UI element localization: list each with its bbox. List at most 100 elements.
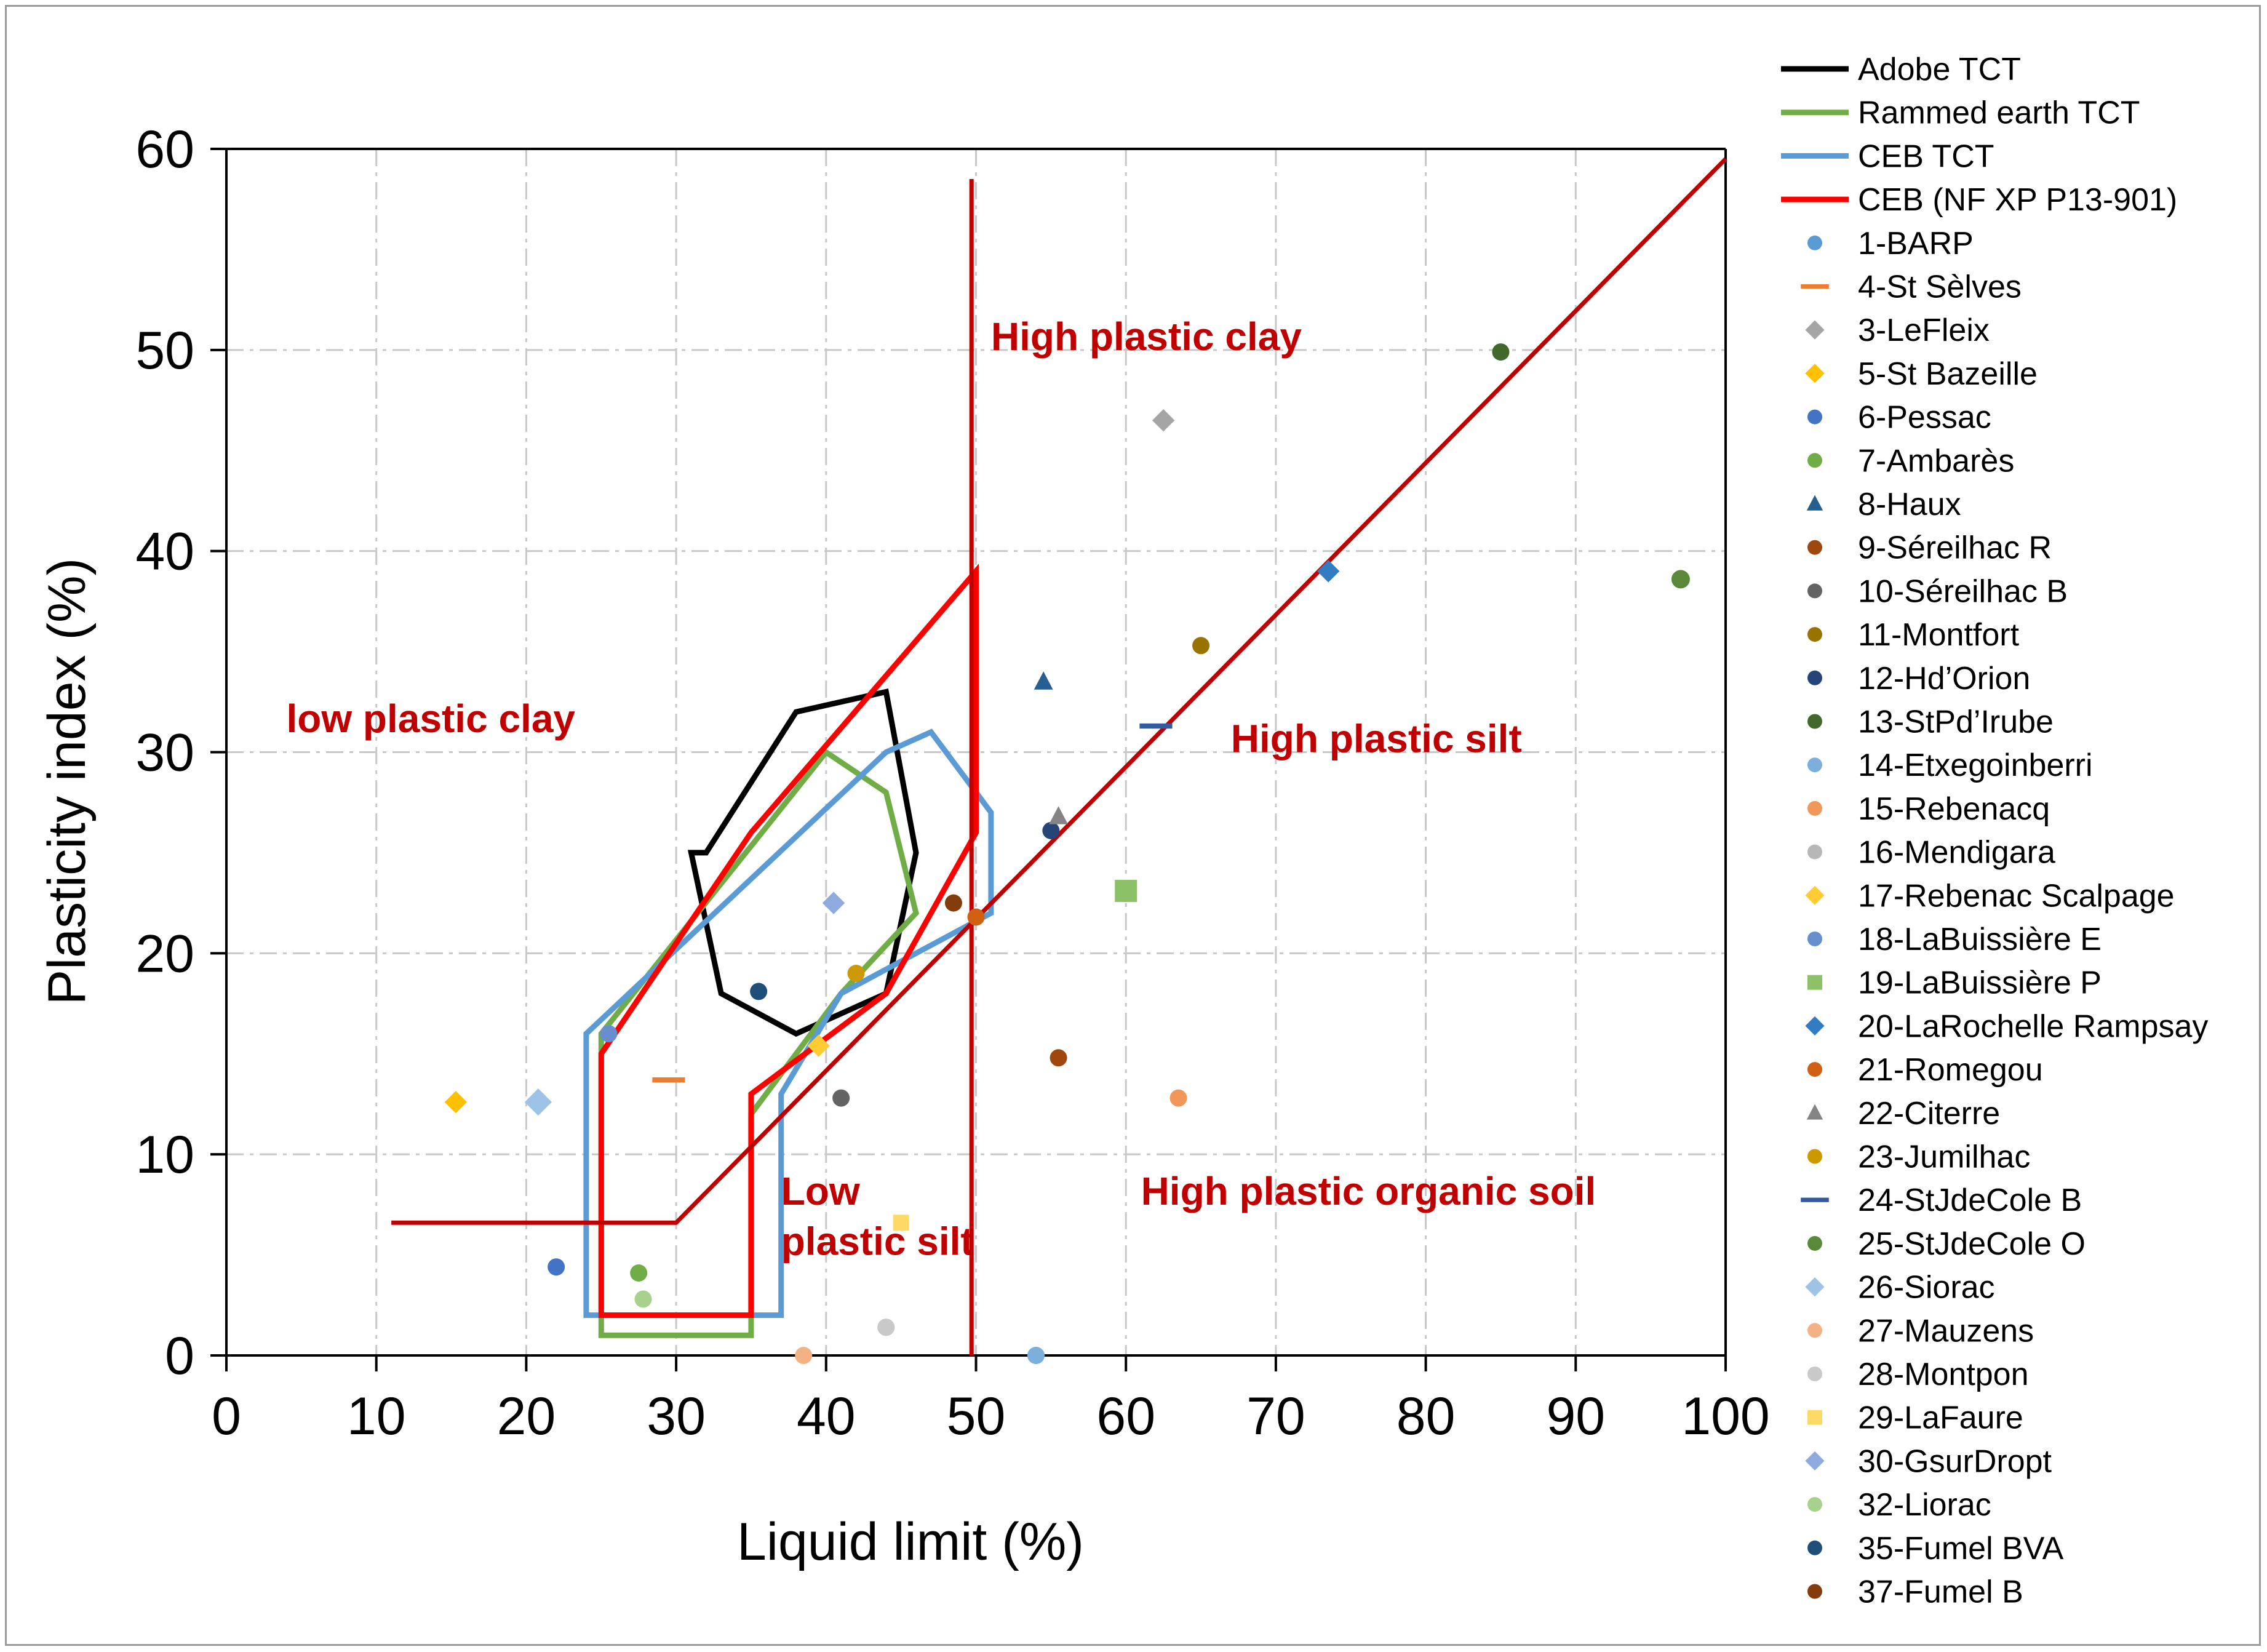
y-tick-label: 0 (165, 1327, 194, 1386)
legend-label: 11-Montfort (1858, 617, 2020, 653)
legend-label: 8-Haux (1858, 487, 1961, 522)
data-point (967, 908, 985, 926)
legend-label: 23-Jumilhac (1858, 1139, 2030, 1175)
chart-frame (5, 5, 2261, 1646)
region-label: High plastic organic soil (1141, 1169, 1596, 1213)
y-tick-label: 50 (135, 321, 194, 380)
legend-label: 30-GsurDropt (1858, 1443, 2052, 1479)
legend-label: 24-StJdeCole B (1858, 1183, 2082, 1218)
data-point (847, 965, 865, 983)
legend-marker (1801, 1197, 1829, 1202)
legend-marker (1806, 495, 1823, 511)
y-axis-title: Plasticity index (%) (38, 558, 97, 1005)
data-point (600, 1025, 618, 1043)
legend-label: 19-LaBuissière P (1858, 965, 2102, 1001)
data-point (1050, 1049, 1067, 1067)
legend-marker (1807, 235, 1822, 250)
legend-label: 4-St Sèlves (1858, 269, 2022, 305)
x-tick-label: 70 (1246, 1387, 1305, 1446)
data-point (893, 1215, 909, 1231)
legend-label: 20-LaRochelle Rampsay (1858, 1008, 2208, 1044)
legend-label: 32-Liorac (1858, 1487, 1991, 1523)
legend-label: 15-Rebenacq (1858, 791, 2050, 827)
data-points (444, 343, 1690, 1364)
legend-label: 6-Pessac (1858, 400, 1991, 436)
data-point (795, 1347, 813, 1364)
data-point (1169, 1089, 1187, 1107)
data-point (1152, 409, 1175, 432)
y-tick-label: 30 (135, 724, 194, 783)
y-tick-label: 40 (135, 522, 194, 581)
legend-label: 27-Mauzens (1858, 1313, 2034, 1349)
x-tick-label: 100 (1681, 1387, 1770, 1446)
x-tick-label: 90 (1546, 1387, 1605, 1446)
legend-marker (1807, 1062, 1822, 1077)
legend-marker (1805, 1277, 1825, 1297)
legend-label: CEB TCT (1858, 138, 1994, 174)
legend-label: 17-Rebenac Scalpage (1858, 878, 2175, 914)
data-point (548, 1258, 565, 1276)
legend-marker (1807, 975, 1822, 990)
legend-marker (1807, 583, 1822, 599)
data-point (807, 1034, 830, 1057)
data-point (1027, 1347, 1045, 1364)
legend-label: CEB (NF XP P13-901) (1858, 182, 2177, 218)
legend-marker (1807, 932, 1822, 946)
legend-label: 18-LaBuissière E (1858, 922, 2102, 957)
data-point (1192, 637, 1210, 655)
zone-line-1 (687, 688, 919, 1037)
legend-marker (1805, 1016, 1825, 1035)
data-point (877, 1319, 895, 1336)
axes (210, 148, 1727, 1371)
x-tick-label: 40 (797, 1387, 856, 1446)
legend-label: 9-Séreilhac R (1858, 530, 2052, 566)
legend-marker (1807, 1235, 1822, 1251)
zone-lines (391, 157, 1727, 1355)
data-point (1139, 723, 1173, 729)
data-point (652, 1077, 685, 1083)
data-point (1049, 806, 1068, 824)
legend-marker (1806, 1104, 1823, 1120)
legend-label: 35-Fumel BVA (1858, 1531, 2064, 1566)
x-axis-title: Liquid limit (%) (737, 1512, 1084, 1571)
legend-label: 1-BARP (1858, 226, 1974, 261)
legend-marker (1805, 885, 1825, 905)
y-tick-label: 60 (135, 120, 194, 179)
data-point (1671, 570, 1690, 589)
x-tick-label: 80 (1396, 1387, 1456, 1446)
legend-marker (1807, 757, 1822, 773)
region-label: Low (781, 1169, 860, 1213)
region-label: plastic silt (781, 1219, 974, 1264)
legend-marker (1805, 364, 1825, 383)
legend: Adobe TCT Rammed earth TCT CEB TCT CEB (NF … (1781, 52, 2208, 1610)
data-point (1115, 880, 1137, 903)
legend-label: 25-StJdeCole O (1858, 1226, 2086, 1262)
zone-line-5 (391, 157, 1727, 1225)
region-label: low plastic clay (286, 696, 575, 741)
x-tick-label: 20 (497, 1387, 556, 1446)
region-labels: High plastic clay low plastic clay High pl… (286, 314, 1596, 1264)
region-label: High plastic clay (991, 314, 1302, 359)
legend-marker (1807, 844, 1822, 860)
x-tick-label: 50 (947, 1387, 1006, 1446)
data-point (822, 892, 845, 914)
legend-label: 37-Fumel B (1858, 1574, 2023, 1610)
x-tick-label: 0 (212, 1387, 241, 1446)
legend-label: 29-LaFaure (1858, 1400, 2023, 1436)
data-point (1042, 821, 1060, 839)
legend-marker (1807, 1540, 1822, 1555)
data-point (444, 1090, 468, 1114)
legend-marker (1807, 1410, 1822, 1425)
legend-label: 26-Siorac (1858, 1270, 1995, 1306)
legend-marker (1807, 1149, 1822, 1164)
legend-marker (1807, 670, 1822, 685)
legend-marker (1807, 1323, 1822, 1338)
legend-label: 3-LeFleix (1858, 313, 1990, 348)
data-point (1317, 560, 1340, 583)
data-point (1492, 343, 1510, 361)
legend-label: 16-Mendigara (1858, 835, 2055, 871)
data-point (944, 894, 962, 912)
legend-label: 12-Hd’Orion (1858, 661, 2030, 696)
data-point (634, 1290, 652, 1308)
